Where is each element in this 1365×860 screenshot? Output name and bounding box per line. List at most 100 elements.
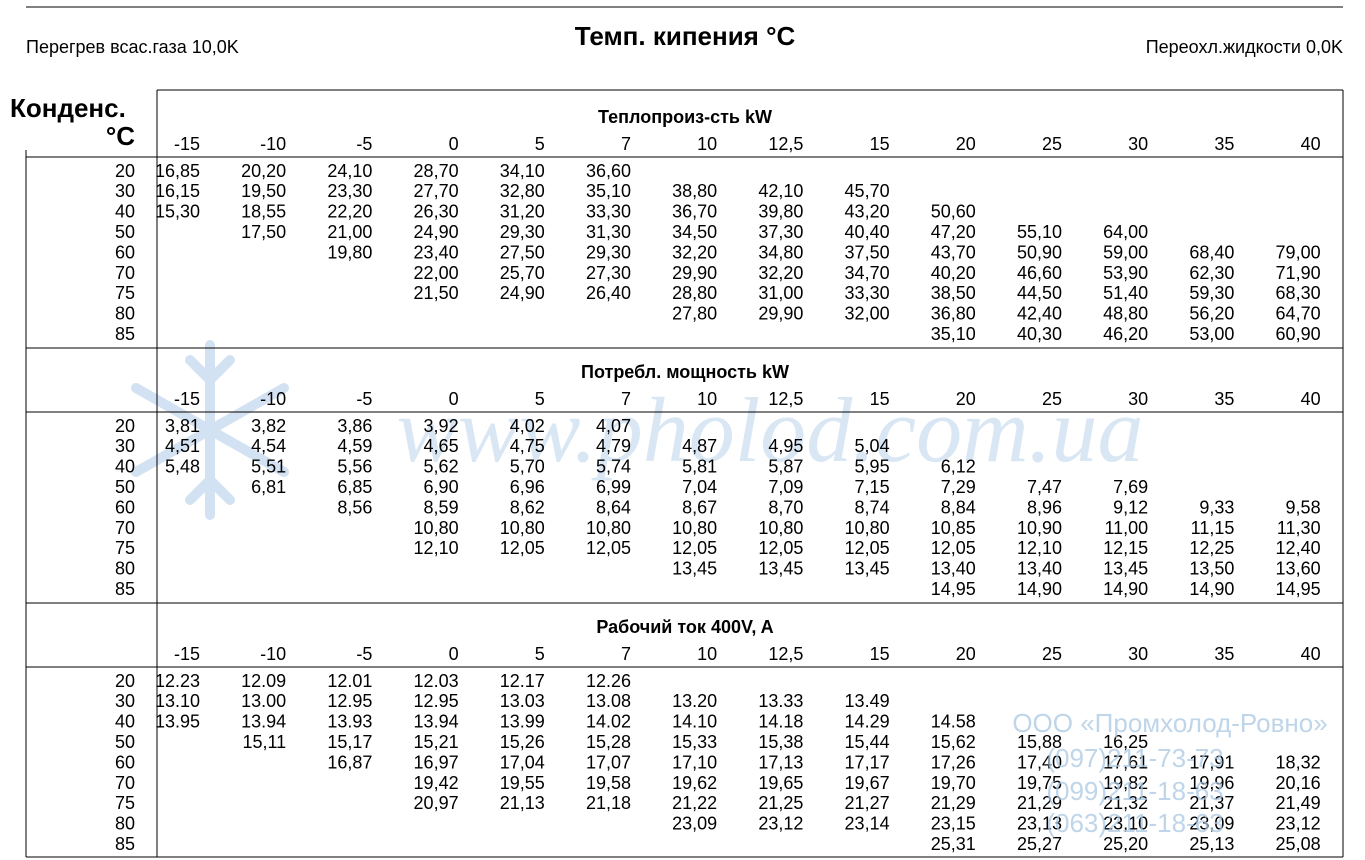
- cell: 19,62: [672, 773, 717, 793]
- cell: 13.99: [500, 712, 545, 732]
- cell: 8,70: [768, 497, 803, 517]
- cell: 5,95: [855, 457, 890, 477]
- cell: 22,20: [327, 202, 372, 222]
- cell: 64,00: [1103, 222, 1148, 242]
- column-header: -5: [356, 389, 372, 409]
- column-header: -10: [260, 389, 286, 409]
- section-title: Рабочий ток 400V, A: [596, 617, 773, 637]
- cell: 19,58: [586, 773, 631, 793]
- cell: 12.17: [500, 671, 545, 691]
- cell: 46,20: [1103, 324, 1148, 344]
- cell: 4,54: [251, 436, 286, 456]
- cell: 32,20: [672, 242, 717, 262]
- column-header: 15: [870, 134, 890, 154]
- cell: 31,20: [500, 202, 545, 222]
- cell: 4,87: [682, 436, 717, 456]
- cell: 5,74: [596, 457, 631, 477]
- row-label: 60: [115, 497, 135, 517]
- cell: 10,80: [845, 518, 890, 538]
- column-header: 40: [1301, 644, 1321, 664]
- cell: 15,26: [500, 732, 545, 752]
- cell: 13,45: [672, 559, 717, 579]
- cell: 7,04: [682, 477, 717, 497]
- cell: 38,50: [931, 283, 976, 303]
- cell: 13,45: [845, 559, 890, 579]
- cell: 8,84: [941, 497, 976, 517]
- cell: 23,40: [414, 242, 459, 262]
- cell: 64,70: [1276, 304, 1321, 324]
- row-label: 60: [115, 752, 135, 772]
- left-note: Перегрев всас.газа 10,0K: [26, 37, 239, 57]
- cell: 13,50: [1189, 559, 1234, 579]
- cell: 12.23: [155, 671, 200, 691]
- column-header: -15: [174, 134, 200, 154]
- row-label: 70: [115, 518, 135, 538]
- column-header: 40: [1301, 134, 1321, 154]
- column-header: -15: [174, 389, 200, 409]
- cell: 23,09: [1189, 814, 1234, 834]
- cell: 32,80: [500, 181, 545, 201]
- column-header: 30: [1128, 644, 1148, 664]
- title: Темп. кипения °C: [575, 21, 796, 51]
- cell: 7,09: [768, 477, 803, 497]
- cell: 17,26: [931, 752, 976, 772]
- cell: 13.10: [155, 691, 200, 711]
- cell: 14.29: [845, 712, 890, 732]
- row-label: 50: [115, 222, 135, 242]
- cell: 14,90: [1017, 579, 1062, 599]
- cell: 13,40: [1017, 559, 1062, 579]
- column-header: 0: [449, 134, 459, 154]
- cell: 17,04: [500, 752, 545, 772]
- row-label: 60: [115, 242, 135, 262]
- column-header: 12,5: [768, 644, 803, 664]
- cell: 13.93: [327, 712, 372, 732]
- row-label: 40: [115, 712, 135, 732]
- cell: 37,50: [845, 242, 890, 262]
- watermark-phone: (099)211-18-63: [1046, 776, 1223, 806]
- row-label: 30: [115, 436, 135, 456]
- cell: 23,10: [1103, 814, 1148, 834]
- cell: 9,12: [1113, 497, 1148, 517]
- row-label: 20: [115, 161, 135, 181]
- column-header: 12,5: [768, 134, 803, 154]
- column-header: 20: [956, 644, 976, 664]
- row-label: 85: [115, 579, 135, 599]
- column-header: -5: [356, 134, 372, 154]
- column-header: 10: [697, 389, 717, 409]
- cell: 15,17: [327, 732, 372, 752]
- cell: 6,85: [337, 477, 372, 497]
- cell: 12.95: [414, 691, 459, 711]
- cell: 8,62: [510, 497, 545, 517]
- cell: 17,17: [845, 752, 890, 772]
- cell: 8,74: [855, 497, 890, 517]
- cell: 25,20: [1103, 834, 1148, 854]
- cell: 4,51: [165, 436, 200, 456]
- cell: 14.18: [758, 712, 803, 732]
- section-title: Потребл. мощность kW: [581, 362, 789, 382]
- cell: 68,40: [1189, 242, 1234, 262]
- cell: 16,25: [1103, 732, 1148, 752]
- cell: 21,49: [1276, 793, 1321, 813]
- cell: 19,70: [931, 773, 976, 793]
- cell: 32,20: [758, 263, 803, 283]
- cell: 14,90: [1189, 579, 1234, 599]
- row-label: 30: [115, 691, 135, 711]
- cell: 27,50: [500, 242, 545, 262]
- column-header: 25: [1042, 134, 1062, 154]
- column-header: 5: [535, 134, 545, 154]
- cell: 16,85: [155, 161, 200, 181]
- row-label: 85: [115, 324, 135, 344]
- column-header: 7: [621, 644, 631, 664]
- cell: 12,10: [1017, 538, 1062, 558]
- cell: 13,40: [931, 559, 976, 579]
- cell: 9,33: [1199, 497, 1234, 517]
- cell: 11,15: [1191, 518, 1235, 538]
- cell: 21,32: [1103, 793, 1148, 813]
- column-header: 0: [449, 389, 459, 409]
- column-header: -15: [174, 644, 200, 664]
- cell: 10,80: [500, 518, 545, 538]
- cell: 12,05: [758, 538, 803, 558]
- cell: 8,96: [1027, 497, 1062, 517]
- cell: 25,13: [1189, 834, 1234, 854]
- cell: 27,80: [672, 304, 717, 324]
